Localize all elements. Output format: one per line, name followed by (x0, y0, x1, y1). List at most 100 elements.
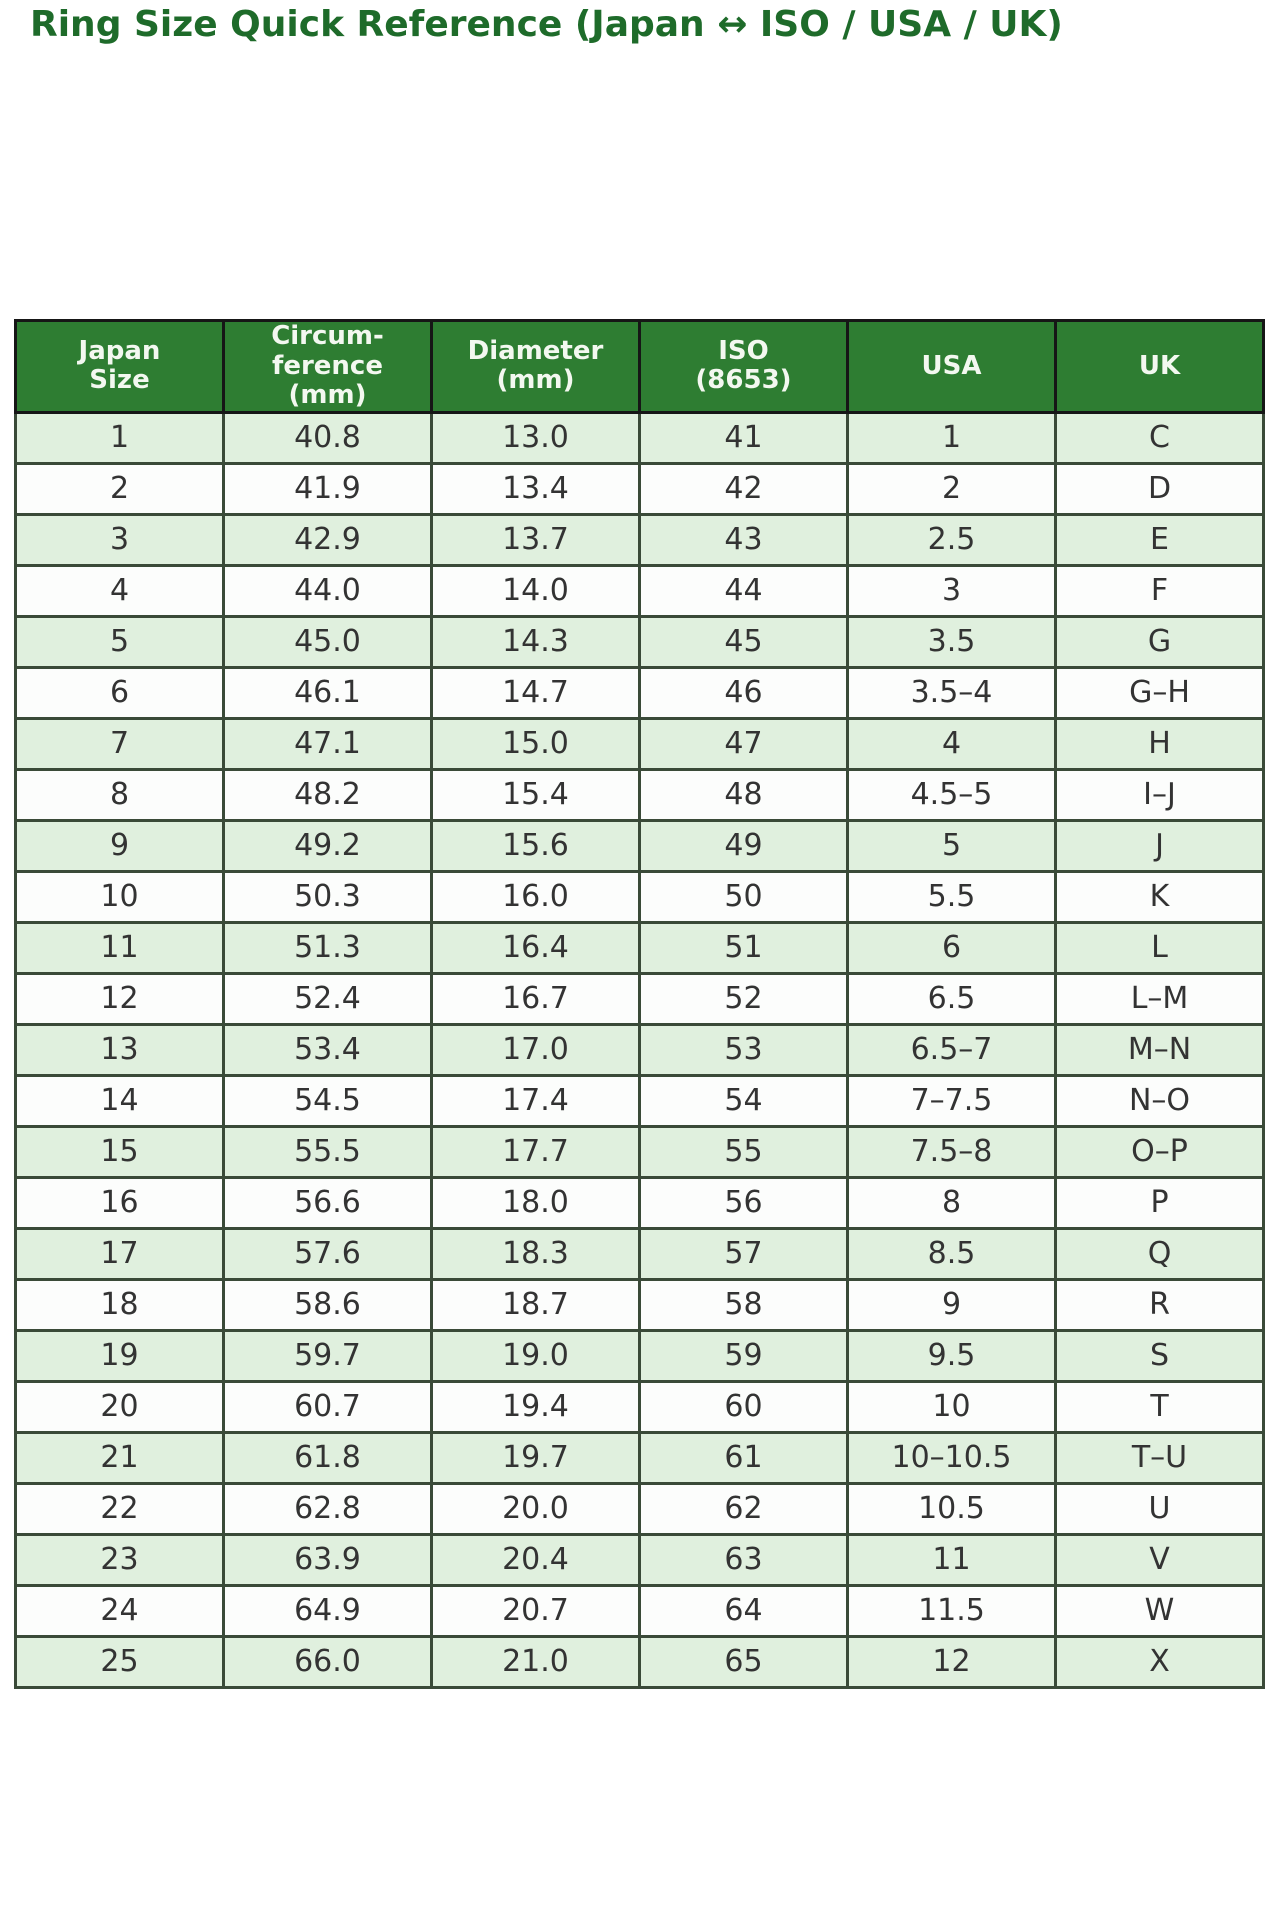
cell-circumference-mm: 55.5 (222, 1124, 433, 1179)
table-row: 14 54.5 17.4 54 7–7.5 N–O (14, 1073, 1265, 1128)
cell-iso-8653: 62 (638, 1481, 849, 1536)
cell-usa: 9 (846, 1277, 1057, 1332)
cell-iso-8653: 60 (638, 1379, 849, 1434)
cell-uk: W (1054, 1583, 1265, 1638)
cell-diameter-mm: 14.0 (430, 563, 641, 618)
cell-usa: 3.5–4 (846, 665, 1057, 720)
table-row: 20 60.7 19.4 60 10 T (14, 1379, 1265, 1434)
cell-usa: 8.5 (846, 1226, 1057, 1281)
cell-usa: 4 (846, 716, 1057, 771)
cell-japan-size: 9 (14, 818, 225, 873)
cell-diameter-mm: 17.4 (430, 1073, 641, 1128)
cell-iso-8653: 44 (638, 563, 849, 618)
cell-diameter-mm: 15.4 (430, 767, 641, 822)
cell-uk: N–O (1054, 1073, 1265, 1128)
cell-iso-8653: 59 (638, 1328, 849, 1383)
cell-usa: 5.5 (846, 869, 1057, 924)
cell-circumference-mm: 50.3 (222, 869, 433, 924)
cell-uk: V (1054, 1532, 1265, 1587)
cell-iso-8653: 49 (638, 818, 849, 873)
col-header-iso: ISO (8653) (638, 319, 849, 414)
cell-japan-size: 15 (14, 1124, 225, 1179)
cell-uk: D (1054, 461, 1265, 516)
cell-uk: T–U (1054, 1430, 1265, 1485)
table-row: 15 55.5 17.7 55 7.5–8 O–P (14, 1124, 1265, 1179)
cell-iso-8653: 48 (638, 767, 849, 822)
cell-uk: O–P (1054, 1124, 1265, 1179)
cell-iso-8653: 61 (638, 1430, 849, 1485)
cell-japan-size: 13 (14, 1022, 225, 1077)
cell-iso-8653: 51 (638, 920, 849, 975)
cell-diameter-mm: 19.4 (430, 1379, 641, 1434)
cell-circumference-mm: 52.4 (222, 971, 433, 1026)
cell-diameter-mm: 14.7 (430, 665, 641, 720)
cell-uk: Q (1054, 1226, 1265, 1281)
cell-japan-size: 14 (14, 1073, 225, 1128)
cell-uk: T (1054, 1379, 1265, 1434)
col-header-diameter: Diameter (mm) (430, 319, 641, 414)
cell-usa: 6.5 (846, 971, 1057, 1026)
cell-japan-size: 4 (14, 563, 225, 618)
cell-circumference-mm: 63.9 (222, 1532, 433, 1587)
cell-circumference-mm: 46.1 (222, 665, 433, 720)
cell-circumference-mm: 54.5 (222, 1073, 433, 1128)
cell-usa: 7–7.5 (846, 1073, 1057, 1128)
cell-japan-size: 17 (14, 1226, 225, 1281)
cell-uk: L (1054, 920, 1265, 975)
cell-diameter-mm: 15.6 (430, 818, 641, 873)
cell-iso-8653: 57 (638, 1226, 849, 1281)
table-header-row: Japan Size Circum- ference (mm) Diameter… (14, 319, 1265, 414)
cell-iso-8653: 43 (638, 512, 849, 567)
cell-uk: R (1054, 1277, 1265, 1332)
page-title: Ring Size Quick Reference (Japan ↔ ISO /… (30, 4, 1063, 45)
cell-japan-size: 21 (14, 1430, 225, 1485)
cell-circumference-mm: 44.0 (222, 563, 433, 618)
cell-diameter-mm: 14.3 (430, 614, 641, 669)
cell-usa: 9.5 (846, 1328, 1057, 1383)
cell-usa: 10.5 (846, 1481, 1057, 1536)
cell-uk: K (1054, 869, 1265, 924)
col-header-usa: USA (846, 319, 1057, 414)
cell-iso-8653: 42 (638, 461, 849, 516)
cell-iso-8653: 63 (638, 1532, 849, 1587)
cell-circumference-mm: 48.2 (222, 767, 433, 822)
cell-uk: L–M (1054, 971, 1265, 1026)
table-row: 24 64.9 20.7 64 11.5 W (14, 1583, 1265, 1638)
table-header: Japan Size Circum- ference (mm) Diameter… (14, 319, 1265, 414)
cell-circumference-mm: 60.7 (222, 1379, 433, 1434)
table-row: 23 63.9 20.4 63 11 V (14, 1532, 1265, 1587)
table-row: 22 62.8 20.0 62 10.5 U (14, 1481, 1265, 1536)
cell-uk: U (1054, 1481, 1265, 1536)
cell-circumference-mm: 47.1 (222, 716, 433, 771)
cell-japan-size: 10 (14, 869, 225, 924)
cell-diameter-mm: 13.0 (430, 410, 641, 465)
cell-japan-size: 3 (14, 512, 225, 567)
table-row: 6 46.1 14.7 46 3.5–4 G–H (14, 665, 1265, 720)
cell-japan-size: 19 (14, 1328, 225, 1383)
cell-japan-size: 23 (14, 1532, 225, 1587)
table-row: 7 47.1 15.0 47 4 H (14, 716, 1265, 771)
cell-usa: 3 (846, 563, 1057, 618)
table-row: 8 48.2 15.4 48 4.5–5 I–J (14, 767, 1265, 822)
cell-japan-size: 12 (14, 971, 225, 1026)
cell-uk: C (1054, 410, 1265, 465)
cell-iso-8653: 58 (638, 1277, 849, 1332)
cell-circumference-mm: 41.9 (222, 461, 433, 516)
cell-usa: 4.5–5 (846, 767, 1057, 822)
cell-circumference-mm: 57.6 (222, 1226, 433, 1281)
table-row: 10 50.3 16.0 50 5.5 K (14, 869, 1265, 924)
col-header-circumference: Circum- ference (mm) (222, 319, 433, 414)
table-row: 3 42.9 13.7 43 2.5 E (14, 512, 1265, 567)
cell-diameter-mm: 18.3 (430, 1226, 641, 1281)
cell-usa: 2.5 (846, 512, 1057, 567)
cell-japan-size: 22 (14, 1481, 225, 1536)
cell-iso-8653: 65 (638, 1634, 849, 1689)
cell-iso-8653: 41 (638, 410, 849, 465)
cell-diameter-mm: 18.7 (430, 1277, 641, 1332)
cell-usa: 3.5 (846, 614, 1057, 669)
cell-uk: H (1054, 716, 1265, 771)
cell-iso-8653: 55 (638, 1124, 849, 1179)
cell-circumference-mm: 49.2 (222, 818, 433, 873)
cell-usa: 2 (846, 461, 1057, 516)
